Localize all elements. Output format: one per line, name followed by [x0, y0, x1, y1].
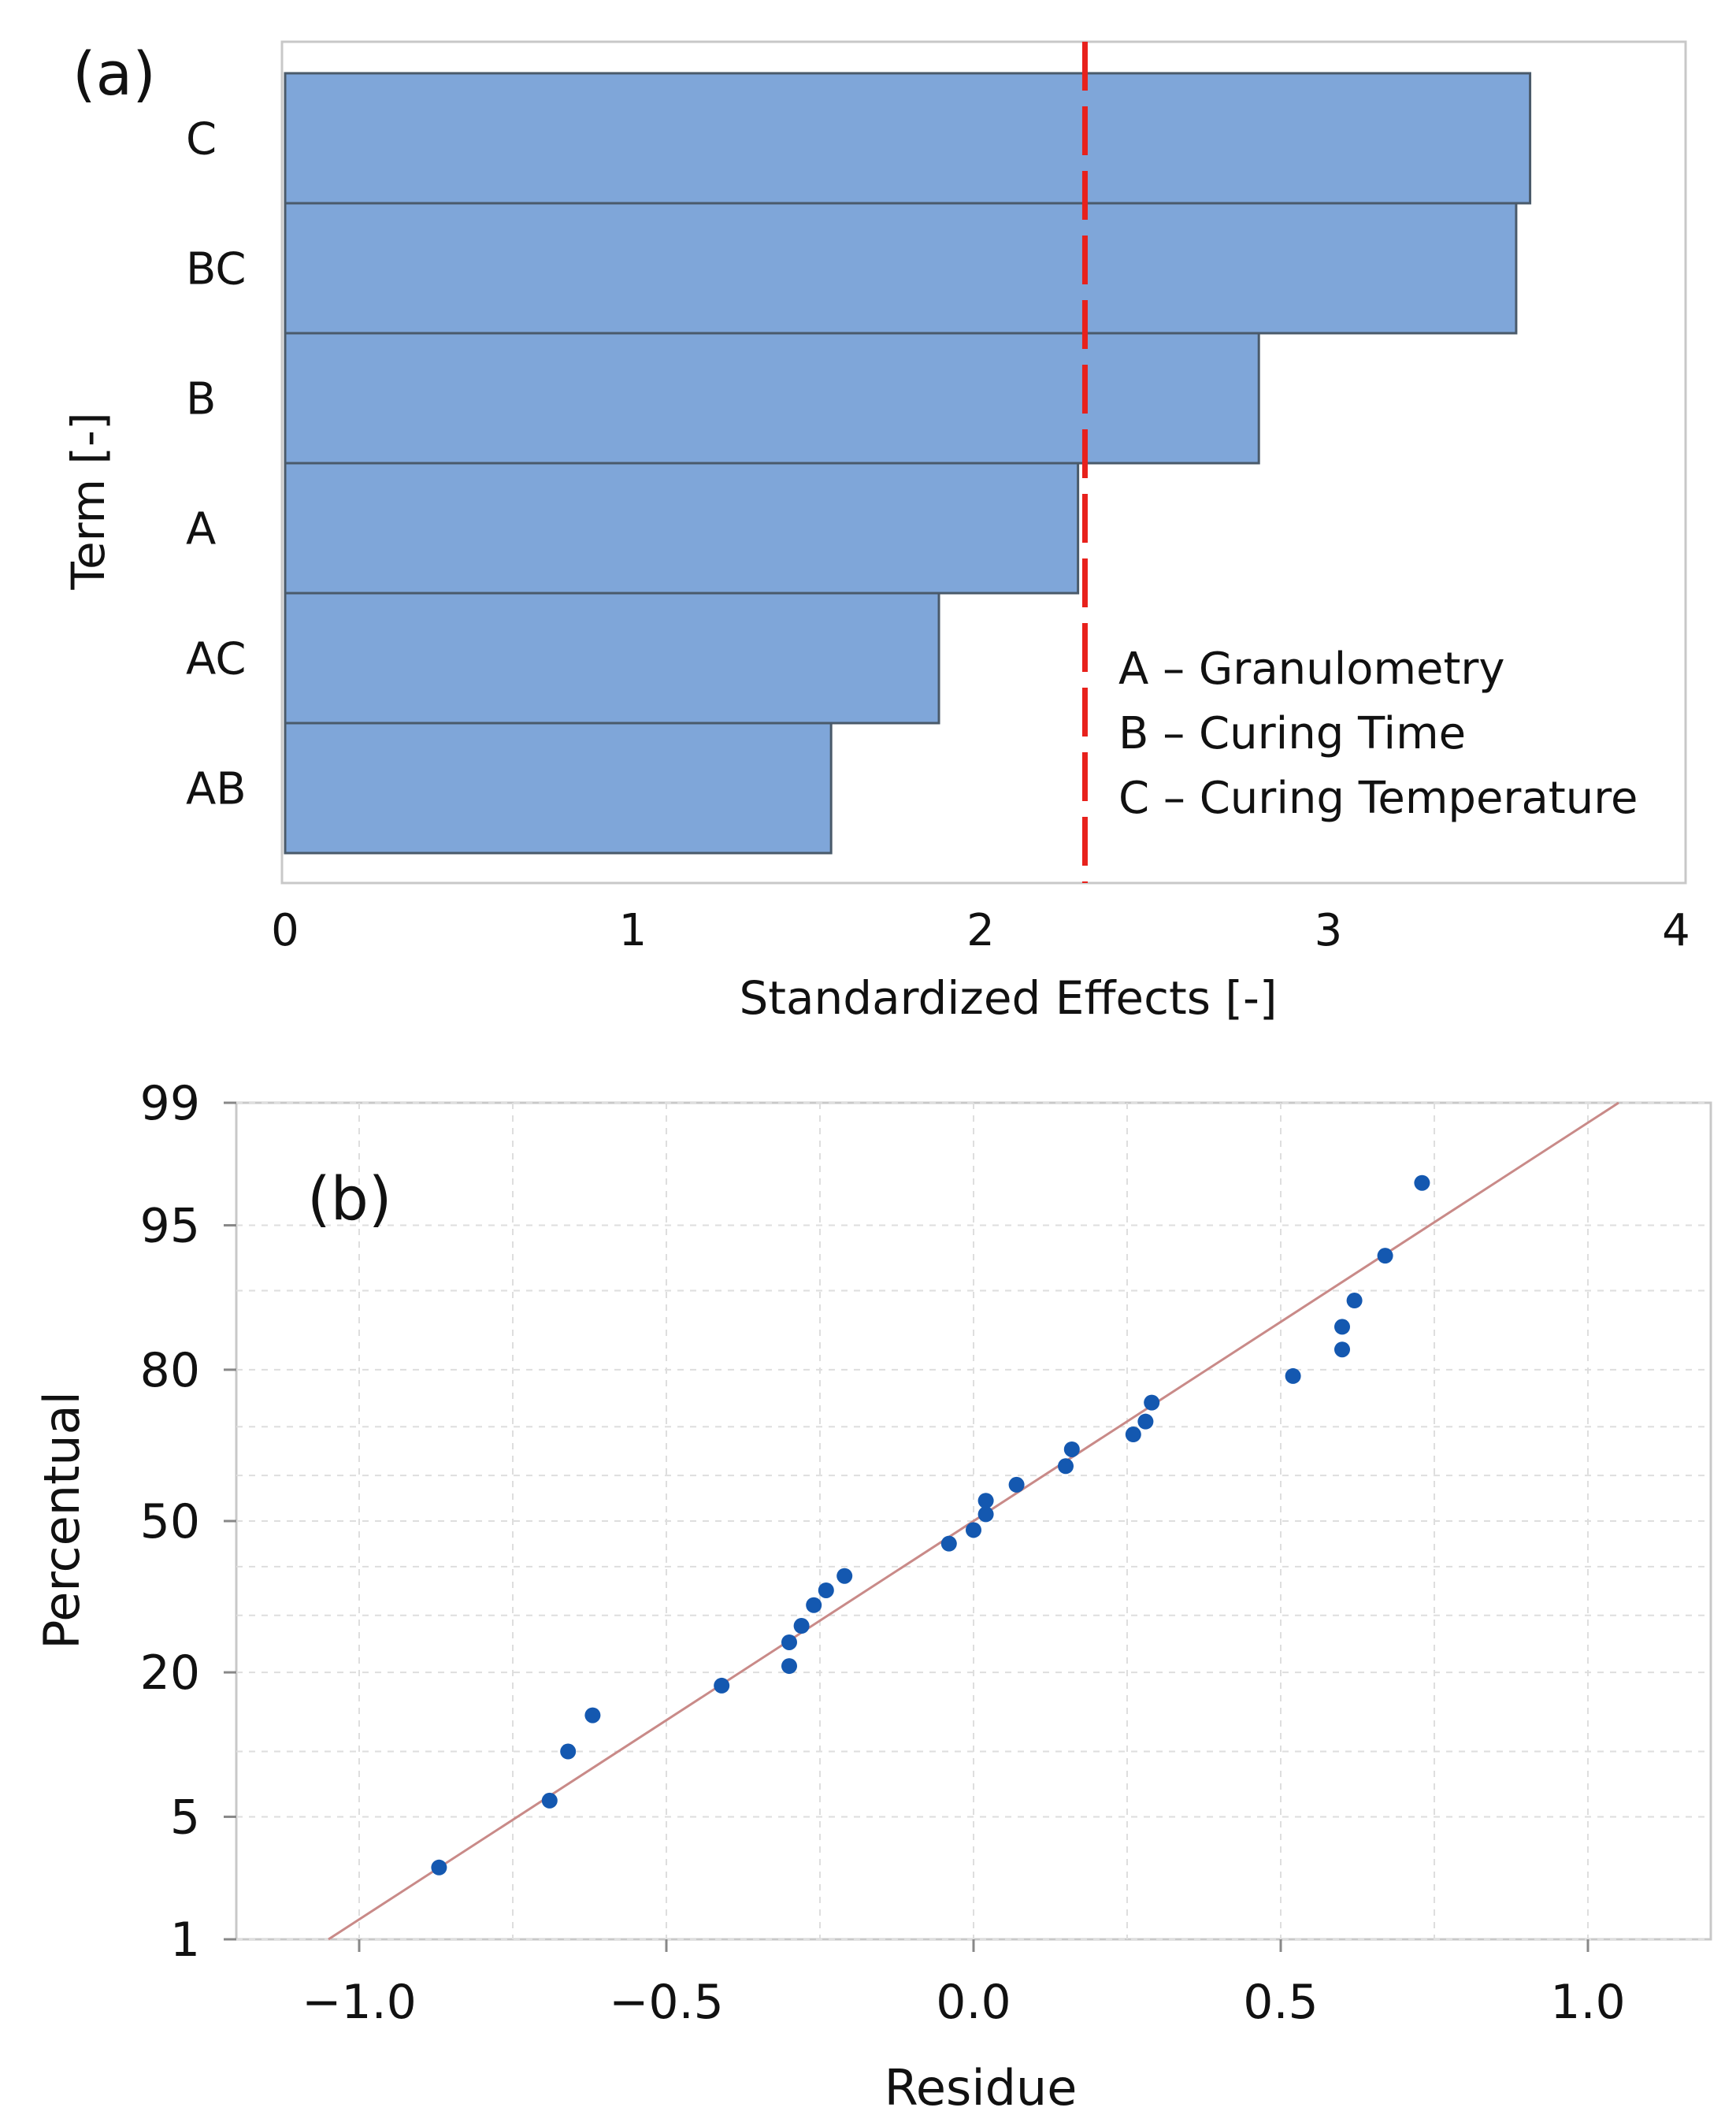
- data-point-24: [1334, 1319, 1350, 1335]
- data-point-20: [1137, 1413, 1154, 1430]
- panel-a-plot-frame: [280, 40, 1687, 885]
- data-point-27: [1414, 1174, 1430, 1191]
- data-point-9: [806, 1597, 822, 1613]
- data-point-19: [1125, 1427, 1141, 1443]
- panel-a-label: (a): [72, 39, 156, 109]
- y-tick-label-a: A: [186, 504, 216, 555]
- y-tick-label-1: 1: [170, 1913, 200, 1968]
- panel-b-y-axis-label: Percentual: [33, 1391, 91, 1649]
- panel-b-probability-plot: 1 5 20 50 80 95 99 −1.0 −0.5 0.0 0.5 1.0 (b) Perce…: [33, 1076, 1712, 2117]
- x-tick-label-2: 2: [966, 905, 995, 956]
- y-tick-label-50: 50: [140, 1494, 200, 1549]
- y-tick-label-20: 20: [140, 1646, 200, 1701]
- data-point-6: [781, 1658, 797, 1675]
- x-tick-label-4: 4: [1662, 905, 1690, 956]
- data-point-8: [793, 1618, 810, 1634]
- bar-ab: [284, 722, 833, 855]
- bar-ac: [284, 592, 940, 725]
- data-point-3: [560, 1743, 577, 1760]
- x-tick-label-0.0: 0.0: [936, 1975, 1011, 2030]
- legend-entry-2: B – Curing Time: [1118, 708, 1466, 759]
- legend-entry-3: C – Curing Temperature: [1118, 773, 1638, 824]
- panel-a-x-axis-label: Standardized Effects [-]: [739, 971, 1277, 1025]
- x-tick-label-1.0: 1.0: [1550, 1975, 1625, 2030]
- data-point-11: [836, 1568, 853, 1584]
- data-point-26: [1377, 1248, 1393, 1264]
- x-tick-label-0.5: 0.5: [1243, 1975, 1318, 2030]
- data-point-21: [1144, 1394, 1160, 1411]
- panel-b-x-axis-label: Residue: [885, 2059, 1078, 2117]
- y-tick-label-ac: AC: [186, 634, 246, 685]
- y-tick-label-5: 5: [170, 1790, 200, 1845]
- data-point-7: [781, 1634, 797, 1650]
- x-tick-label-0: 0: [271, 905, 299, 956]
- data-point-18: [1063, 1441, 1080, 1457]
- y-tick-label-80: 80: [140, 1343, 200, 1398]
- legend-entry-1: A – Granulometry: [1118, 644, 1505, 695]
- bar-c: [284, 72, 1532, 205]
- y-tick-label-b: B: [186, 374, 216, 425]
- panel-a-pareto-chart: C BC B A AC AB 0 1 2 3 4 A – Granulometry B – Curi…: [61, 39, 1690, 1025]
- x-tick-label-−1.0: −1.0: [302, 1975, 417, 2030]
- y-tick-label-95: 95: [140, 1199, 200, 1254]
- bar-b: [284, 332, 1260, 465]
- y-tick-label-ab: AB: [186, 764, 247, 815]
- x-tick-label-1: 1: [619, 905, 647, 956]
- panel-a-y-axis-label: Term [-]: [61, 412, 115, 590]
- data-point-1: [431, 1859, 447, 1876]
- data-point-22: [1285, 1367, 1301, 1384]
- data-point-15: [977, 1493, 994, 1509]
- data-point-2: [541, 1792, 558, 1809]
- y-tick-label-bc: BC: [186, 244, 247, 295]
- data-point-14: [977, 1506, 994, 1523]
- y-tick-label-99: 99: [140, 1076, 200, 1131]
- data-point-17: [1058, 1458, 1074, 1475]
- bar-a: [284, 462, 1080, 595]
- x-tick-label-−0.5: −0.5: [609, 1975, 724, 2030]
- x-tick-label-3: 3: [1315, 905, 1343, 956]
- data-point-25: [1346, 1293, 1363, 1309]
- data-point-5: [714, 1677, 730, 1694]
- data-point-10: [818, 1582, 834, 1598]
- data-point-12: [940, 1535, 957, 1552]
- data-point-23: [1334, 1341, 1350, 1358]
- data-point-13: [966, 1522, 981, 1538]
- data-point-16: [1008, 1476, 1025, 1493]
- bar-bc: [284, 202, 1518, 335]
- panel-b-label: (b): [307, 1163, 392, 1234]
- data-point-4: [584, 1707, 601, 1723]
- y-tick-label-c: C: [186, 114, 217, 165]
